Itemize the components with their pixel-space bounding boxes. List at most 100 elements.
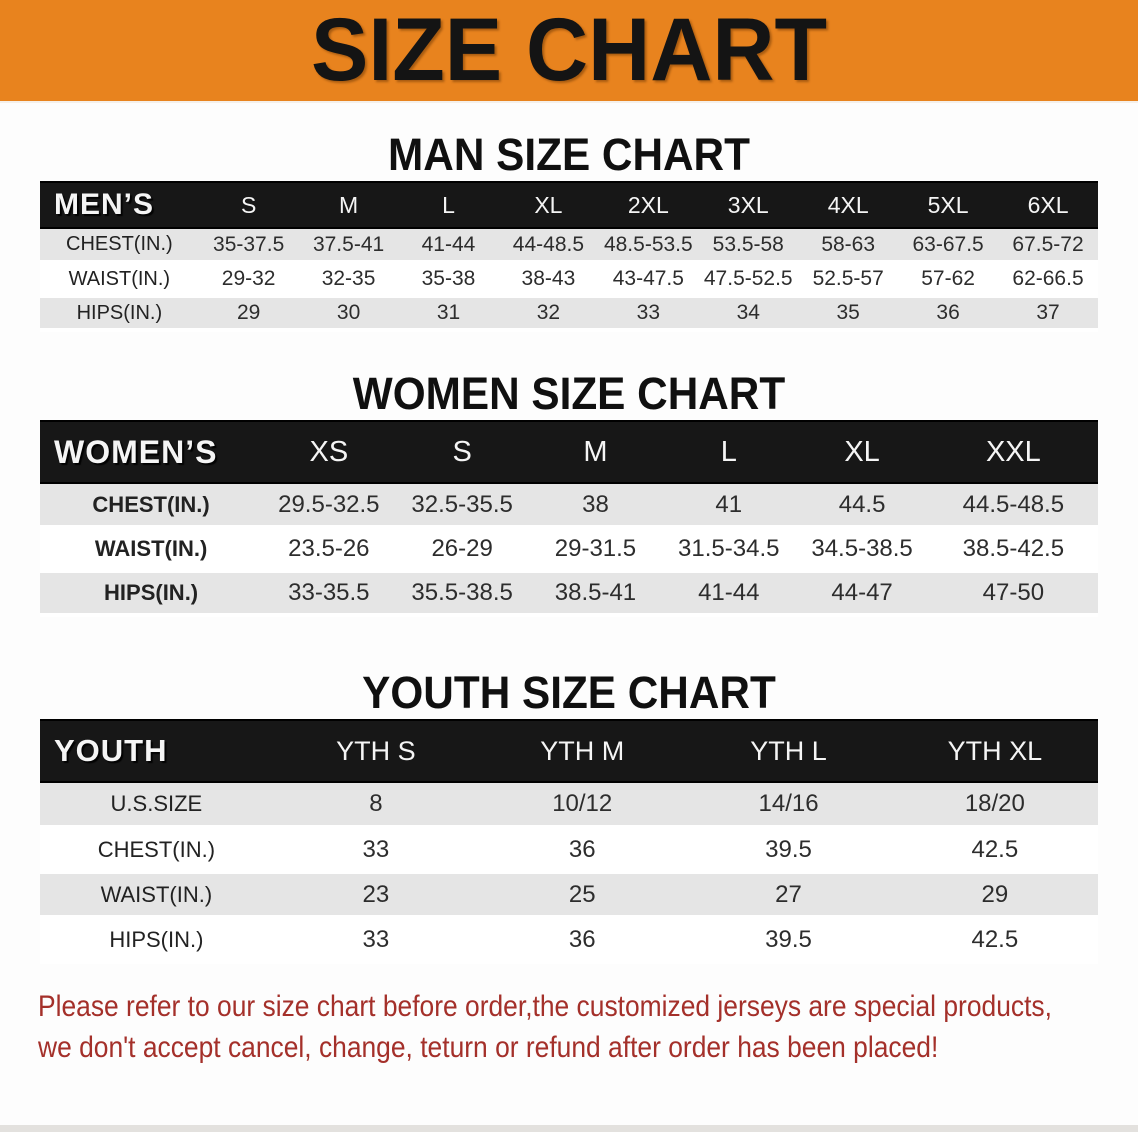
- size-value-cell: 27: [685, 872, 892, 919]
- size-value-cell: 29-32: [198, 262, 299, 298]
- table-row: WAIST(IN.) 29-32 32-35 35-38 38-43 43-47.5 47.…: [40, 262, 1098, 298]
- size-value-cell: 32: [498, 296, 599, 332]
- size-value-cell: 44.5-48.5: [928, 483, 1098, 529]
- size-value-cell: 29: [891, 872, 1098, 919]
- size-column-header: XXL: [928, 420, 1098, 484]
- size-value-cell: 48.5-53.5: [598, 228, 699, 264]
- size-value-cell: 63-67.5: [898, 228, 999, 264]
- men-size-table: MEN’S S M L XL 2XL 3XL 4XL 5XL 6XL CHEST(IN.) 35-3…: [40, 181, 1098, 332]
- table-row: WAIST(IN.) 23 25 27 29: [40, 872, 1098, 919]
- table-row: HIPS(IN.) 29 30 31 32 33 34 35 36 37: [40, 296, 1098, 332]
- size-value-cell: 41-44: [662, 571, 796, 617]
- size-column-header: YTH XL: [891, 719, 1098, 783]
- size-value-cell: 36: [898, 296, 999, 332]
- size-value-cell: 44-48.5: [498, 228, 599, 264]
- measurement-row-label: HIPS(IN.): [40, 296, 199, 332]
- size-value-cell: 44.5: [795, 483, 929, 529]
- measurement-row-label: CHEST(IN.): [40, 228, 199, 264]
- size-column-header: L: [398, 181, 499, 229]
- table-row: HIPS(IN.) 33 36 39.5 42.5: [40, 917, 1098, 964]
- size-value-cell: 26-29: [395, 527, 529, 573]
- youth-size-table: YOUTH YTH S YTH M YTH L YTH XL U.S.SIZE 8 10/1…: [40, 719, 1098, 964]
- size-value-cell: 62-66.5: [998, 262, 1098, 298]
- women-section-title: WOMEN SIZE CHART: [352, 368, 786, 419]
- size-column-header: YTH S: [272, 719, 480, 783]
- size-value-cell: 36: [479, 827, 686, 874]
- size-value-cell: 37: [998, 296, 1098, 332]
- disclaimer-line-1: Please refer to our size chart before or…: [38, 990, 1052, 1023]
- disclaimer-note: Please refer to our size chart before or…: [38, 986, 1052, 1069]
- size-value-cell: 31: [398, 296, 499, 332]
- size-value-cell: 18/20: [891, 782, 1098, 829]
- size-column-header: XL: [498, 181, 599, 229]
- size-column-header: XS: [262, 420, 396, 484]
- table-row: HIPS(IN.) 33-35.5 35.5-38.5 38.5-41 41-44 44-…: [40, 571, 1098, 617]
- size-value-cell: 47.5-52.5: [698, 262, 799, 298]
- size-value-cell: 38.5-41: [528, 571, 663, 617]
- size-value-cell: 23: [272, 872, 480, 919]
- size-value-cell: 23.5-26: [262, 527, 396, 573]
- table-header-row: WOMEN’S XS S M L XL XXL: [40, 420, 1098, 484]
- size-value-cell: 39.5: [685, 827, 892, 874]
- size-column-header: XL: [795, 420, 929, 484]
- size-value-cell: 67.5-72: [998, 228, 1098, 264]
- table-row: CHEST(IN.) 29.5-32.5 32.5-35.5 38 41 44.5 44.5…: [40, 483, 1098, 529]
- women-size-table: WOMEN’S XS S M L XL XXL CHEST(IN.) 29.5-32.5 32.…: [40, 420, 1098, 617]
- size-value-cell: 14/16: [685, 782, 892, 829]
- table-header-label: YOUTH: [40, 719, 273, 783]
- size-value-cell: 38.5-42.5: [928, 527, 1098, 573]
- size-value-cell: 32.5-35.5: [395, 483, 529, 529]
- size-column-header: YTH L: [685, 719, 892, 783]
- size-column-header: M: [528, 420, 663, 484]
- measurement-row-label: HIPS(IN.): [40, 571, 263, 617]
- size-value-cell: 52.5-57: [798, 262, 899, 298]
- size-column-header: S: [395, 420, 529, 484]
- size-value-cell: 43-47.5: [598, 262, 699, 298]
- size-value-cell: 37.5-41: [298, 228, 399, 264]
- size-value-cell: 10/12: [479, 782, 686, 829]
- size-value-cell: 33: [272, 917, 480, 964]
- page-title: SIZE CHART: [311, 0, 827, 100]
- measurement-row-label: U.S.SIZE: [40, 782, 273, 829]
- size-column-header: 3XL: [698, 181, 799, 229]
- size-value-cell: 32-35: [298, 262, 399, 298]
- size-value-cell: 36: [479, 917, 686, 964]
- men-section-title: MAN SIZE CHART: [388, 129, 750, 180]
- measurement-row-label: CHEST(IN.): [40, 483, 263, 529]
- table-header-row: YOUTH YTH S YTH M YTH L YTH XL: [40, 719, 1098, 783]
- size-value-cell: 33: [272, 827, 480, 874]
- size-value-cell: 35-37.5: [198, 228, 299, 264]
- size-column-header: S: [198, 181, 299, 229]
- table-header-label: WOMEN’S: [40, 420, 263, 484]
- measurement-row-label: WAIST(IN.): [40, 262, 199, 298]
- size-value-cell: 41: [662, 483, 796, 529]
- table-header-label: MEN’S: [40, 181, 199, 229]
- size-value-cell: 33-35.5: [262, 571, 396, 617]
- size-value-cell: 44-47: [795, 571, 929, 617]
- table-row: U.S.SIZE 8 10/12 14/16 18/20: [40, 782, 1098, 829]
- size-value-cell: 39.5: [685, 917, 892, 964]
- measurement-row-label: WAIST(IN.): [40, 527, 263, 573]
- size-value-cell: 53.5-58: [698, 228, 799, 264]
- bottom-edge-strip: [0, 1125, 1138, 1132]
- size-value-cell: 57-62: [898, 262, 999, 298]
- size-value-cell: 47-50: [928, 571, 1098, 617]
- table-row: WAIST(IN.) 23.5-26 26-29 29-31.5 31.5-34.5 34…: [40, 527, 1098, 573]
- size-value-cell: 25: [479, 872, 686, 919]
- size-value-cell: 35: [798, 296, 899, 332]
- size-value-cell: 30: [298, 296, 399, 332]
- size-value-cell: 31.5-34.5: [662, 527, 796, 573]
- size-value-cell: 35-38: [398, 262, 499, 298]
- size-value-cell: 38: [528, 483, 663, 529]
- size-column-header: L: [662, 420, 796, 484]
- size-value-cell: 34: [698, 296, 799, 332]
- measurement-row-label: WAIST(IN.): [40, 872, 273, 919]
- size-column-header: 4XL: [798, 181, 899, 229]
- size-column-header: 5XL: [898, 181, 999, 229]
- size-value-cell: 29-31.5: [528, 527, 663, 573]
- table-row: CHEST(IN.) 33 36 39.5 42.5: [40, 827, 1098, 874]
- youth-section-title: YOUTH SIZE CHART: [362, 667, 776, 718]
- size-value-cell: 41-44: [398, 228, 499, 264]
- size-value-cell: 42.5: [891, 827, 1098, 874]
